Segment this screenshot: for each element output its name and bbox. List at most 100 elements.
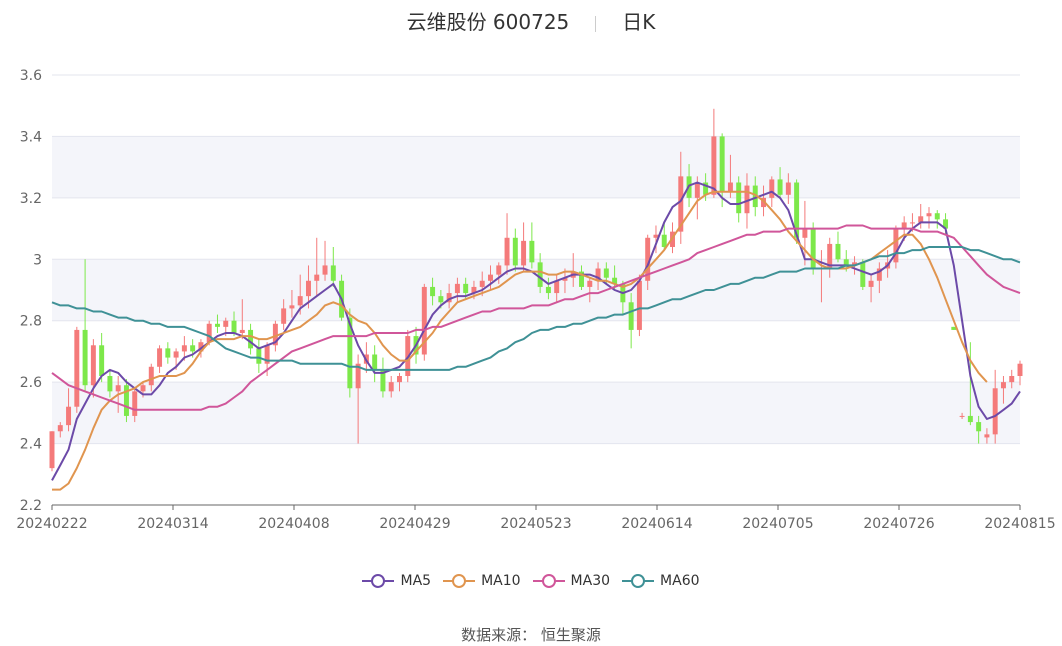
grid-band [52,382,1020,444]
period-label: 日K [622,10,656,34]
candle-body [471,286,477,294]
candle-body [107,376,113,392]
candle-body [446,293,452,303]
legend-swatch-icon [622,574,655,588]
candle-body [876,268,882,281]
candle-body [256,348,262,364]
candle-body [736,182,742,214]
candle-body [1017,363,1023,376]
legend-swatch-icon [443,574,476,588]
candle-body [347,317,353,389]
candle-body [603,268,609,278]
x-tick-label: 20240523 [500,516,571,532]
legend: MA5 MA10 MA30 MA60 [0,573,1062,592]
candle-body [992,388,998,435]
legend-item-ma5[interactable]: MA5 [362,573,431,589]
y-tick-label: 2.4 [20,437,42,453]
candle-body [628,302,634,330]
candle-body [504,237,510,266]
candle-body [355,363,361,389]
candle-body [727,182,733,192]
candle-body [165,348,171,358]
candle-body [305,280,311,297]
chart-title: 云维股份 600725 日K [0,6,1062,35]
candle-body [115,385,121,392]
candle-body [248,329,254,349]
stock-name-code: 云维股份 600725 [406,10,570,34]
candle-body [198,342,204,352]
candle-body [959,415,965,417]
candle-body [521,240,527,266]
grid-band [52,136,1020,198]
y-tick-label: 3.4 [20,129,42,145]
candle-body [123,385,129,416]
x-tick-label: 20240815 [984,516,1055,532]
candle-body [810,228,816,269]
candle-body [926,213,932,217]
candle-body [554,280,560,294]
candle-body [893,228,899,263]
legend-label: MA60 [660,573,700,589]
candle-body [545,286,551,294]
legend-item-ma30[interactable]: MA30 [532,573,610,589]
x-tick-label: 20240614 [621,516,692,532]
candlestick-chart: 2.2 2.4 2.6 2.8 3 3.2 3.4 3.6 20240222 20240314 20… [16,68,1055,532]
candle-body [512,237,518,266]
legend-label: MA5 [400,573,432,589]
candle-body [951,326,957,330]
y-tick-label: 3 [33,252,42,268]
candle-body [653,234,659,238]
legend-item-ma60[interactable]: MA60 [622,573,700,589]
title-separator [595,15,597,32]
candle-body [909,222,915,224]
candle-body [703,182,709,195]
candle-body [579,271,584,287]
candle-body [719,136,725,192]
candle-body [181,345,187,352]
candle-body [49,431,55,469]
candle-body [711,136,717,195]
x-tick-label: 20240726 [863,516,934,532]
candle-body [769,179,775,198]
candle-body [1000,382,1006,389]
candle-body [463,283,469,294]
candle-body [694,182,700,198]
candle-body [74,329,80,407]
legend-swatch-icon [532,574,565,588]
candle-body [794,182,800,238]
candle-body [99,345,105,376]
y-tick-label: 2.6 [20,375,42,391]
grid-band [52,259,1020,321]
candle-body [479,280,485,287]
candle-body [231,320,237,333]
candle-body [860,262,866,287]
candle-body [943,219,949,229]
candle-body [843,259,849,266]
candle-body [132,391,138,416]
candle-body [314,274,320,281]
candle-body [852,262,858,266]
candle-body [835,243,841,260]
candle-body [678,176,684,232]
candle-body [281,308,287,324]
x-tick-label: 20240705 [742,516,813,532]
candle-body [66,406,72,426]
candle-body [752,185,758,208]
candle-body [496,265,502,275]
candle-body [214,323,220,327]
candle-body [289,305,295,309]
legend-item-ma10[interactable]: MA10 [443,573,521,589]
candle-body [636,280,642,330]
candle-body [901,222,907,229]
y-tick-label: 3.6 [20,68,42,84]
candle-body [322,265,328,275]
candle-body [454,283,460,294]
candle-body [173,351,179,358]
candle-body [802,228,808,238]
candle-body [934,213,940,220]
legend-label: MA10 [481,573,521,589]
candle-body [488,274,493,281]
ma60-line [51,246,1021,371]
candle-body [967,415,973,423]
candle-body [330,265,336,281]
